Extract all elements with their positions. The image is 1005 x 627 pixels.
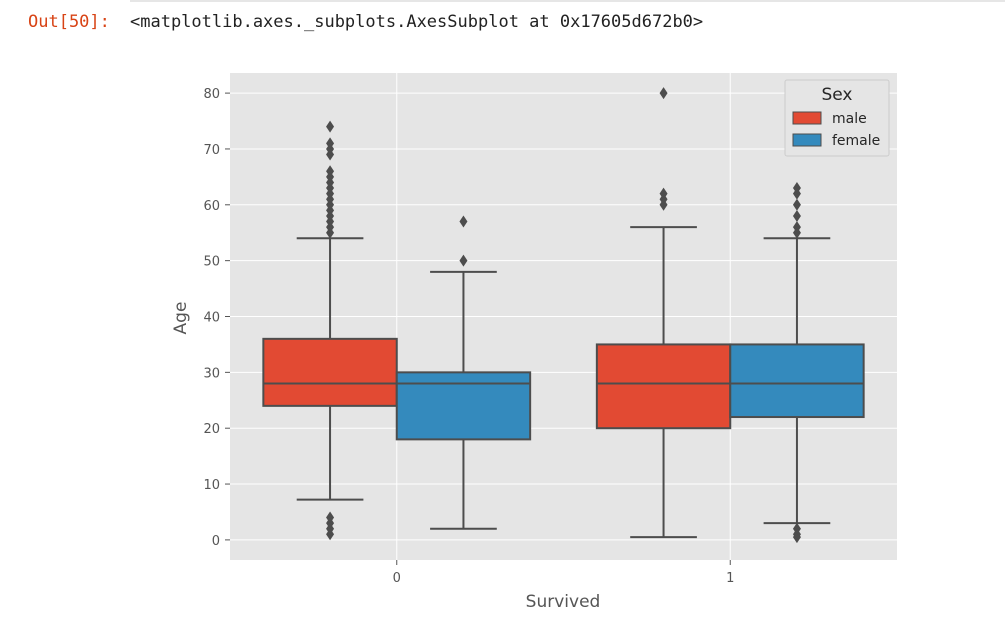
flier-point [326,165,335,178]
y-tick-label: 70 [203,143,220,158]
flier-point [792,221,801,234]
flier-point [792,182,801,195]
y-tick-label: 10 [203,478,220,493]
y-tick-label: 50 [203,255,220,270]
y-ticks: 0 10 20 30 40 50 60 70 80 [203,87,230,549]
box-body [395,371,532,441]
legend-title: Sex [821,85,852,105]
x-tick-label: 0 [393,571,401,586]
box-body [262,337,398,407]
flier-point [659,87,668,100]
flier-point [459,254,468,267]
flier-point [326,120,335,133]
x-tick-label: 1 [726,571,734,586]
flier-point [459,215,468,228]
boxes [262,87,865,544]
legend-label-male: male [832,111,867,127]
y-tick-label: 40 [203,311,220,326]
y-tick-label: 80 [203,87,220,102]
flier-point [659,187,668,200]
flier-point [792,209,801,222]
box-male-1 [595,87,732,539]
y-tick-label: 60 [203,199,220,214]
box-male-0 [262,120,398,541]
flier-point [326,511,335,524]
cell-top-border [130,0,1005,2]
flier-point [326,137,335,150]
legend-swatch-male [792,111,822,125]
y-tick-label: 30 [203,366,220,381]
legend-swatch-female [792,133,822,147]
output-text: <matplotlib.axes._subplots.AxesSubplot a… [130,12,704,32]
output-prompt: Out[50]: [28,12,110,32]
x-axis-label: Survived [526,592,601,612]
legend: Sex male female [784,79,890,157]
box-body [729,343,865,419]
box-female-0 [395,215,532,530]
flier-point [792,522,801,535]
box-female-1 [729,182,865,544]
y-tick-label: 0 [212,534,220,549]
box-body [595,343,732,430]
legend-label-female: female [832,133,880,149]
flier-point [792,198,801,211]
y-tick-label: 20 [203,422,220,437]
y-axis-label: Age [171,302,191,335]
